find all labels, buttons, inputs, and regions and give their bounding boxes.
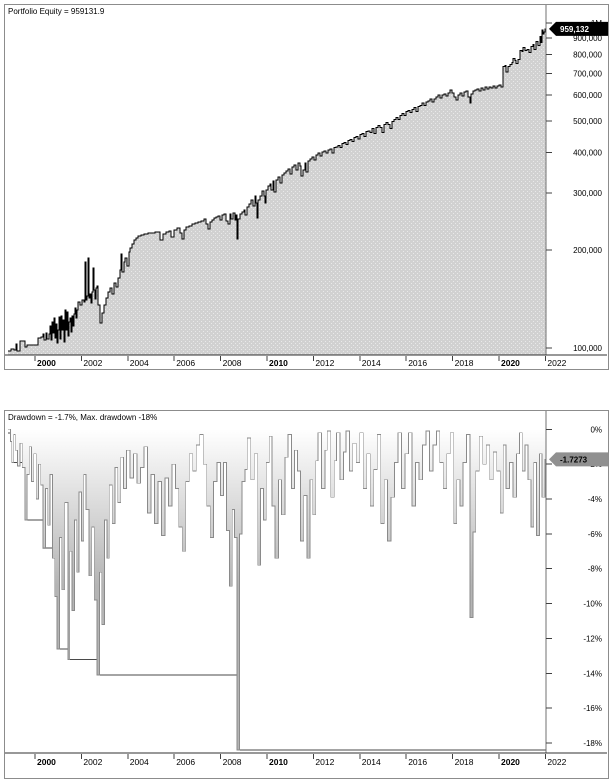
y-tick-label: 0% — [590, 425, 602, 434]
x-tick-label: 2012 — [315, 757, 334, 767]
x-tick-label: 2000 — [37, 358, 56, 368]
y-tick-label: -8% — [588, 565, 602, 574]
drawdown-curve — [8, 428, 546, 751]
portfolio-equity-pane[interactable]: Portfolio Equity = 959131.9 1M900,000800… — [4, 4, 609, 370]
x-tick-label: 2004 — [130, 358, 149, 368]
y-tick-label: 400,000 — [573, 148, 602, 157]
x-tick-label: 2018 — [455, 757, 474, 767]
y-tick-label: -6% — [588, 530, 602, 539]
y-tick-label: 700,000 — [573, 69, 602, 78]
y-tick-label: -14% — [583, 669, 602, 678]
x-tick-label: 2010 — [269, 757, 288, 767]
x-tick-label: 2006 — [176, 757, 195, 767]
x-tick-label: 2016 — [408, 358, 427, 368]
y-tick-label: 500,000 — [573, 117, 602, 126]
y-tick-label: 100,000 — [573, 344, 602, 353]
y-tick-label: 200,000 — [573, 246, 602, 255]
drawdown-pane[interactable]: Drawdown = -1.7%, Max. drawdown -18% 0% -… — [4, 410, 609, 779]
equity-curve — [8, 28, 546, 352]
equity-pane-title: Portfolio Equity = 959131.9 — [8, 7, 105, 16]
y-tick-label: -16% — [583, 704, 602, 713]
x-tick-label: 2004 — [130, 757, 149, 767]
y-tick-label: 800,000 — [573, 50, 602, 59]
x-tick-label: 2014 — [362, 358, 381, 368]
x-tick-label: 2014 — [362, 757, 381, 767]
equity-area-fill — [8, 28, 547, 356]
x-tick-label: 2006 — [176, 358, 195, 368]
x-tick-label: 2022 — [547, 358, 566, 368]
x-tick-label: 2008 — [223, 358, 242, 368]
y-tick-label: 300,000 — [573, 189, 602, 198]
drawdown-chart[interactable]: 0%-2%-4%-6%-8%-10%-12%-14%-16%-18%200020… — [5, 411, 608, 778]
drawdown-value-tag-label: -1.7273 — [560, 455, 588, 464]
portfolio-equity-chart[interactable]: 1M900,000800,000700,000600,000500,000400… — [5, 5, 608, 369]
x-tick-label: 2000 — [37, 757, 56, 767]
y-tick-label: -18% — [583, 739, 602, 748]
drawdown-value-tag — [549, 452, 608, 467]
x-tick-label: 2012 — [315, 358, 334, 368]
y-tick-label: -10% — [583, 600, 602, 609]
y-tick-label: 600,000 — [573, 91, 602, 100]
x-tick-label: 2008 — [223, 757, 242, 767]
x-tick-label: 2018 — [455, 358, 474, 368]
equity-value-tag — [549, 21, 608, 36]
x-tick-label: 2002 — [83, 757, 102, 767]
x-tick-label: 2016 — [408, 757, 427, 767]
x-tick-label: 2020 — [501, 358, 520, 368]
x-tick-label: 2022 — [547, 757, 566, 767]
equity-value-tag-label: 959,132 — [560, 25, 589, 34]
x-tick-label: 2020 — [501, 757, 520, 767]
drawdown-area-fill — [8, 429, 547, 750]
y-tick-label: -4% — [588, 495, 602, 504]
x-tick-label: 2010 — [269, 358, 288, 368]
x-tick-label: 2002 — [83, 358, 102, 368]
y-tick-label: -12% — [583, 634, 602, 643]
drawdown-pane-title: Drawdown = -1.7%, Max. drawdown -18% — [8, 413, 158, 422]
y-tick-label: 900,000 — [573, 34, 602, 43]
